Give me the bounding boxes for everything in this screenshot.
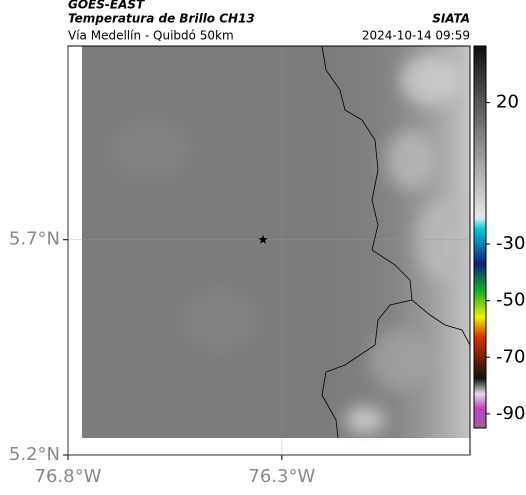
- colorbar-tick-label: -30: [496, 233, 525, 254]
- satellite-image: [82, 45, 471, 439]
- colorbar-tick-label: -90: [496, 403, 525, 424]
- y-tick-label: 5.7°N: [9, 229, 60, 250]
- location-marker: [258, 234, 268, 244]
- datetime: 2024-10-14 09:59: [362, 29, 470, 43]
- colorbar-tick-label: -70: [496, 346, 525, 367]
- colorbar: [473, 45, 487, 429]
- x-tick-label: 76.8°W: [35, 466, 102, 487]
- colorbar-tick-label: 20: [496, 92, 519, 113]
- colorbar-tick-label: -50: [496, 290, 525, 311]
- agency: SIATA: [432, 12, 470, 26]
- region: Vía Medellín - Quibdó 50km: [68, 29, 234, 43]
- product: Temperatura de Brillo CH13: [68, 12, 255, 26]
- y-tick-label: 5.2°N: [9, 444, 60, 465]
- satellite: GOES-EAST: [68, 0, 145, 12]
- x-tick-label: 76.3°W: [248, 466, 315, 487]
